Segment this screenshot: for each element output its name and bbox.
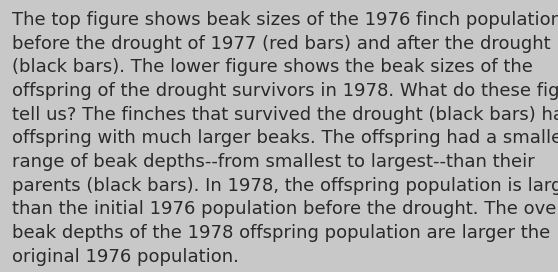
- Text: tell us? The finches that survived the drought (black bars) had: tell us? The finches that survived the d…: [12, 106, 558, 123]
- Text: The top figure shows beak sizes of the 1976 finch population: The top figure shows beak sizes of the 1…: [12, 11, 558, 29]
- Text: (black bars). The lower figure shows the beak sizes of the: (black bars). The lower figure shows the…: [12, 58, 533, 76]
- Text: offspring of the drought survivors in 1978. What do these figures: offspring of the drought survivors in 19…: [12, 82, 558, 100]
- Text: than the initial 1976 population before the drought. The overall: than the initial 1976 population before …: [12, 200, 558, 218]
- Text: parents (black bars). In 1978, the offspring population is larger: parents (black bars). In 1978, the offsp…: [12, 177, 558, 194]
- Text: before the drought of 1977 (red bars) and after the drought: before the drought of 1977 (red bars) an…: [12, 35, 551, 52]
- Text: original 1976 population.: original 1976 population.: [12, 248, 239, 265]
- Text: beak depths of the 1978 offspring population are larger the: beak depths of the 1978 offspring popula…: [12, 224, 551, 242]
- Text: range of beak depths--from smallest to largest--than their: range of beak depths--from smallest to l…: [12, 153, 535, 171]
- Text: offspring with much larger beaks. The offspring had a smaller: offspring with much larger beaks. The of…: [12, 129, 558, 147]
